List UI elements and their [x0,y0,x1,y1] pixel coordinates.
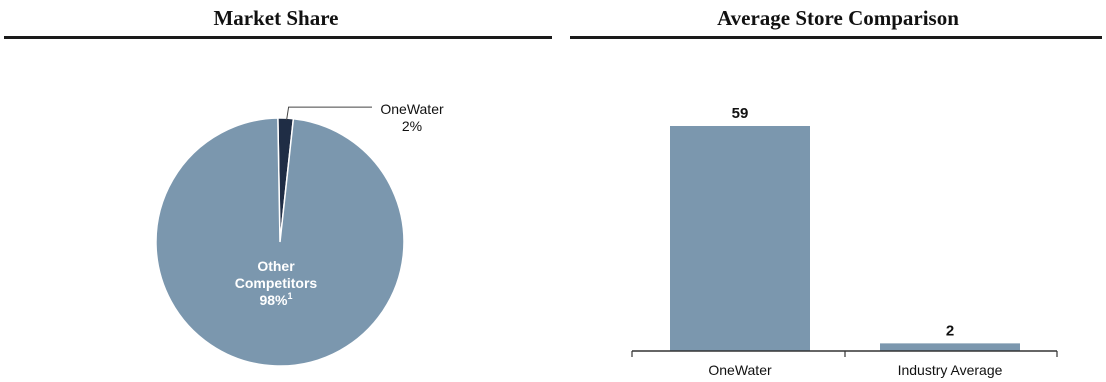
other-competitors-value: 98%1 [259,291,292,308]
store-comparison-title-rule [570,36,1102,39]
bar-onewater [670,126,810,351]
other-competitors-label-line: Competitors [235,275,318,291]
market-share-panel: Market Share OneWater 2% Other Competitors 9… [0,0,552,382]
bar-data-label: 2 [946,322,954,339]
bar-industry-average [880,343,1020,351]
other-competitors-label-line: Other [257,258,295,274]
footnote-marker: 1 [288,291,293,301]
market-share-title: Market Share [213,6,339,30]
pie-slice-other-competitors [155,117,405,367]
x-tick-label: Industry Average [898,362,1003,378]
store-comparison-bar-chart: 59 OneWater 2 Industry Average [631,105,1058,378]
market-share-title-rule [4,36,552,39]
store-comparison-title: Average Store Comparison [717,6,959,30]
store-comparison-panel: Average Store Comparison 59 OneWater 2 Indu… [570,0,1106,382]
x-tick-label: OneWater [708,362,772,378]
onewater-pie-value: 2% [402,118,422,134]
bar-data-label: 59 [732,105,749,122]
onewater-callout-line [286,106,372,121]
onewater-pie-label: OneWater [380,101,444,117]
